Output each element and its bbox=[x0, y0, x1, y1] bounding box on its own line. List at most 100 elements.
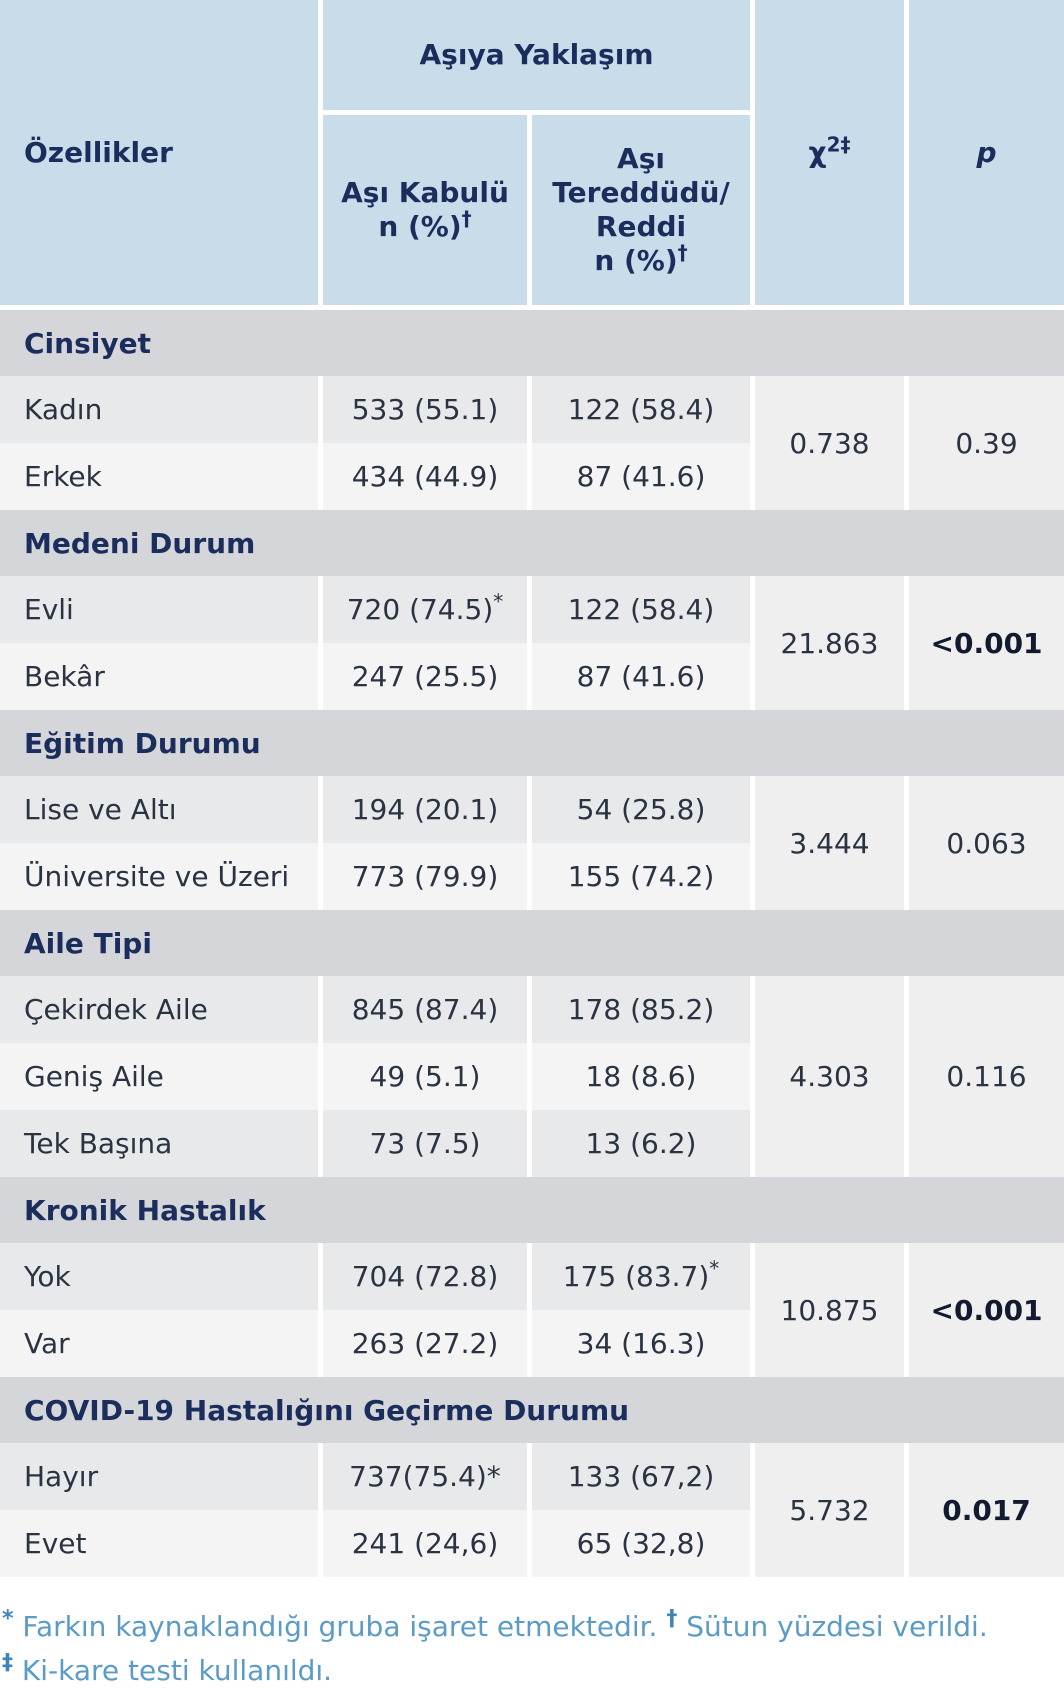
header-acceptance-line2: n (%) bbox=[378, 210, 462, 243]
table-row: Yok 704 (72.8) 175 (83.7)* 10.875 <0.001 bbox=[0, 1243, 1064, 1377]
header-vaccine-acceptance: Aşı Kabulü n (%)† bbox=[323, 115, 532, 310]
p-value: <0.001 bbox=[909, 1243, 1064, 1377]
p-value: <0.001 bbox=[909, 576, 1064, 710]
acceptance-value: 720 (74.5) bbox=[346, 593, 494, 626]
acceptance-value: 737(75.4)* bbox=[349, 1460, 501, 1493]
hesitancy-value: 122 (58.4) bbox=[567, 393, 715, 426]
footnote-line1: * Farkın kaynaklandığı gruba işaret etme… bbox=[2, 1605, 1064, 1649]
chi2-value: 10.875 bbox=[755, 1243, 910, 1377]
p-value: 0.017 bbox=[909, 1443, 1064, 1577]
hesitancy-value: 13 (6.2) bbox=[585, 1127, 697, 1160]
header-features: Özellikler bbox=[0, 0, 323, 310]
hesitancy-cell: 122 (58.4) bbox=[532, 376, 756, 443]
hesitancy-cell: 13 (6.2) bbox=[532, 1110, 756, 1177]
header-chi-superscript: 2‡ bbox=[826, 132, 851, 157]
row-label: Evli bbox=[0, 576, 323, 643]
acceptance-cell: 241 (24,6) bbox=[323, 1510, 532, 1577]
header-hesitancy-line1: Aşı bbox=[617, 142, 665, 175]
table-row: Tek Başına 73 (7.5) 13 (6.2) bbox=[0, 1110, 1064, 1177]
row-label: Geniş Aile bbox=[0, 1043, 323, 1110]
chi2-value: 21.863 bbox=[755, 576, 910, 710]
footnote-asterisk: * bbox=[2, 1606, 14, 1632]
table-row: Erkek 434 (44.9) 87 (41.6) bbox=[0, 443, 1064, 510]
row-label: Bekâr bbox=[0, 643, 323, 710]
hesitancy-value: 65 (32,8) bbox=[576, 1527, 706, 1560]
table-row: Üniversite ve Üzeri 773 (79.9) 155 (74.2) bbox=[0, 843, 1064, 910]
header-vaccine-hesitancy: Aşı Tereddüdü/ Reddi n (%)† bbox=[532, 115, 756, 310]
header-approach: Aşıya Yaklaşım bbox=[323, 0, 756, 115]
hesitancy-value: 87 (41.6) bbox=[576, 460, 706, 493]
section-title: Cinsiyet bbox=[0, 310, 1064, 376]
footnote-dagger: † bbox=[666, 1606, 678, 1632]
acceptance-cell: 263 (27.2) bbox=[323, 1310, 532, 1377]
row-label: Evet bbox=[0, 1510, 323, 1577]
table-row: Lise ve Altı 194 (20.1) 54 (25.8) 3.444 0.06… bbox=[0, 776, 1064, 910]
section-row: COVID-19 Hastalığını Geçirme Durumu bbox=[0, 1377, 1064, 1443]
hesitancy-value: 54 (25.8) bbox=[576, 793, 706, 826]
chi2-value: 0.738 bbox=[755, 376, 910, 510]
hesitancy-cell: 175 (83.7)* bbox=[532, 1243, 756, 1310]
footnote-double-dagger: ‡ bbox=[2, 1650, 13, 1676]
hesitancy-cell: 122 (58.4) bbox=[532, 576, 756, 643]
table-row: Bekâr 247 (25.5) 87 (41.6) bbox=[0, 643, 1064, 710]
acceptance-value: 247 (25.5) bbox=[351, 660, 499, 693]
header-p-label: p bbox=[976, 135, 997, 169]
row-label: Tek Başına bbox=[0, 1110, 323, 1177]
acceptance-cell: 49 (5.1) bbox=[323, 1043, 532, 1110]
hesitancy-value: 178 (85.2) bbox=[567, 993, 715, 1026]
footnote-text2: Sütun yüzdesi verildi. bbox=[677, 1610, 988, 1643]
row-label: Kadın bbox=[0, 376, 323, 443]
table-row: Var 263 (27.2) 34 (16.3) bbox=[0, 1310, 1064, 1377]
hesitancy-value: 155 (74.2) bbox=[567, 860, 715, 893]
header-approach-label: Aşıya Yaklaşım bbox=[419, 38, 654, 71]
row-label: Üniversite ve Üzeri bbox=[0, 843, 323, 910]
header-hesitancy-line3: Reddi bbox=[595, 210, 687, 243]
acceptance-value: 434 (44.9) bbox=[351, 460, 499, 493]
acceptance-cell: 434 (44.9) bbox=[323, 443, 532, 510]
acceptance-value: 773 (79.9) bbox=[351, 860, 499, 893]
acceptance-cell: 194 (20.1) bbox=[323, 776, 532, 843]
section-row: Medeni Durum bbox=[0, 510, 1064, 576]
table-row: Kadın 533 (55.1) 122 (58.4) 0.738 0.39 bbox=[0, 376, 1064, 510]
hesitancy-cell: 87 (41.6) bbox=[532, 643, 756, 710]
hesitancy-value: 18 (8.6) bbox=[585, 1060, 697, 1093]
significance-mark: * bbox=[709, 1256, 720, 1281]
header-chi-symbol: χ bbox=[808, 135, 827, 169]
hesitancy-value: 122 (58.4) bbox=[567, 593, 715, 626]
acceptance-value: 49 (5.1) bbox=[369, 1060, 481, 1093]
section-row: Aile Tipi bbox=[0, 910, 1064, 976]
table-row: Çekirdek Aile 845 (87.4) 178 (85.2) 4.303 0.… bbox=[0, 976, 1064, 1177]
acceptance-cell: 845 (87.4) bbox=[323, 976, 532, 1043]
table-row: Evet 241 (24,6) 65 (32,8) bbox=[0, 1510, 1064, 1577]
acceptance-value: 704 (72.8) bbox=[351, 1260, 499, 1293]
p-value: 0.116 bbox=[909, 976, 1064, 1177]
chi2-value: 3.444 bbox=[755, 776, 910, 910]
header-acceptance-dagger: † bbox=[461, 206, 472, 231]
section-row: Kronik Hastalık bbox=[0, 1177, 1064, 1243]
p-value: 0.39 bbox=[909, 376, 1064, 510]
header-p: p bbox=[909, 0, 1064, 310]
section-title: Aile Tipi bbox=[0, 910, 1064, 976]
footnote-line2: ‡ Ki-kare testi kullanıldı. bbox=[2, 1649, 1064, 1693]
hesitancy-value: 133 (67,2) bbox=[567, 1460, 715, 1493]
row-label: Yok bbox=[0, 1243, 323, 1310]
section-title: Kronik Hastalık bbox=[0, 1177, 1064, 1243]
hesitancy-cell: 65 (32,8) bbox=[532, 1510, 756, 1577]
acceptance-value: 845 (87.4) bbox=[351, 993, 499, 1026]
characteristics-table: Özellikler Aşıya Yaklaşım χ2‡ p Aşı Kabu… bbox=[0, 0, 1064, 1577]
hesitancy-cell: 34 (16.3) bbox=[532, 1310, 756, 1377]
acceptance-value: 241 (24,6) bbox=[351, 1527, 499, 1560]
table-row: Geniş Aile 49 (5.1) 18 (8.6) bbox=[0, 1043, 1064, 1110]
acceptance-cell: 737(75.4)* bbox=[323, 1443, 532, 1510]
acceptance-value: 73 (7.5) bbox=[369, 1127, 481, 1160]
hesitancy-cell: 178 (85.2) bbox=[532, 976, 756, 1043]
row-label: Var bbox=[0, 1310, 323, 1377]
acceptance-cell: 720 (74.5)* bbox=[323, 576, 532, 643]
footnote: * Farkın kaynaklandığı gruba işaret etme… bbox=[0, 1577, 1064, 1693]
acceptance-cell: 533 (55.1) bbox=[323, 376, 532, 443]
header-chi2: χ2‡ bbox=[755, 0, 910, 310]
chi2-value: 4.303 bbox=[755, 976, 910, 1177]
acceptance-value: 194 (20.1) bbox=[351, 793, 499, 826]
section-title: COVID-19 Hastalığını Geçirme Durumu bbox=[0, 1377, 1064, 1443]
hesitancy-value: 34 (16.3) bbox=[576, 1327, 706, 1360]
